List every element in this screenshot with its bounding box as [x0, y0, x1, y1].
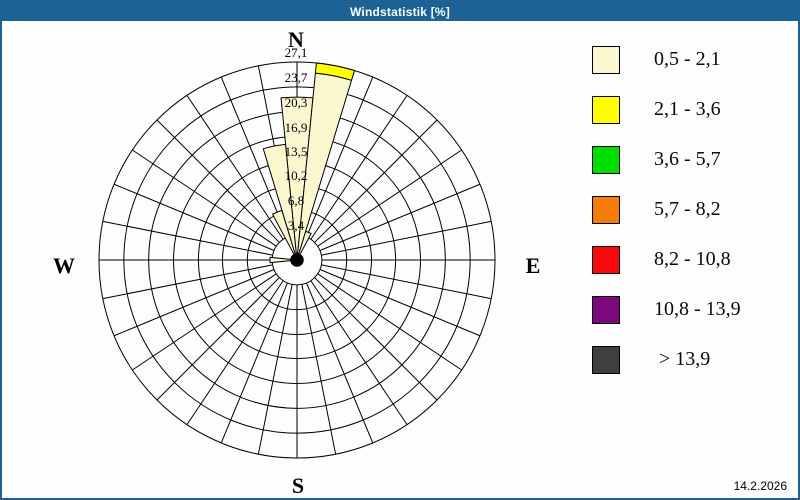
ring-label: 23,7 — [284, 69, 308, 85]
legend-item: 10,8 - 13,9 — [592, 295, 741, 324]
legend-range-label: 8,2 - 10,8 — [654, 248, 731, 270]
ring-label: 6,8 — [287, 193, 305, 209]
wind-speed-legend: 0,5 - 2,1 2,1 - 3,6 3,6 - 5,7 5,7 - 8,2 … — [592, 45, 741, 396]
ring-label: 16,9 — [284, 119, 308, 135]
legend-swatch-class3 — [592, 145, 620, 174]
compass-north: N — [288, 27, 304, 52]
compass-south: S — [291, 473, 305, 498]
legend-swatch-class5 — [592, 245, 620, 274]
legend-swatch-class4 — [592, 195, 620, 224]
ring-label: 27,1 — [284, 45, 308, 60]
legend-item: 0,5 - 2,1 — [592, 45, 741, 74]
legend-range-label: 10,8 - 13,9 — [654, 298, 741, 320]
legend-item: 2,1 - 3,6 — [592, 95, 741, 124]
legend-swatch-class1 — [592, 45, 620, 74]
ring-label: 13,5 — [284, 144, 308, 160]
legend-item: > 13,9 — [592, 345, 741, 374]
legend-swatch-class6 — [592, 295, 620, 324]
ring-label: 10,2 — [284, 168, 308, 184]
legend-range-label: 3,6 - 5,7 — [654, 148, 721, 170]
ring-label: 3,4 — [287, 218, 305, 234]
legend-swatch-class2 — [592, 95, 620, 124]
ring-label: 20,3 — [284, 94, 308, 110]
legend-item: 5,7 - 8,2 — [592, 195, 741, 224]
legend-range-label: 0,5 - 2,1 — [654, 48, 721, 70]
legend-range-label: 2,1 - 3,6 — [654, 98, 721, 120]
compass-east: E — [525, 253, 541, 278]
window-title: Windstatistik [%] — [350, 4, 450, 19]
legend-range-label: > 13,9 — [654, 348, 711, 370]
title-bar: Windstatistik [%] — [2, 2, 798, 21]
legend-swatch-class7 — [592, 345, 620, 374]
legend-item: 3,6 - 5,7 — [592, 145, 741, 174]
compass-west: W — [53, 253, 75, 278]
date-label: 14.2.2026 — [733, 479, 787, 493]
legend-item: 8,2 - 10,8 — [592, 245, 741, 274]
legend-range-label: 5,7 - 8,2 — [654, 198, 721, 220]
